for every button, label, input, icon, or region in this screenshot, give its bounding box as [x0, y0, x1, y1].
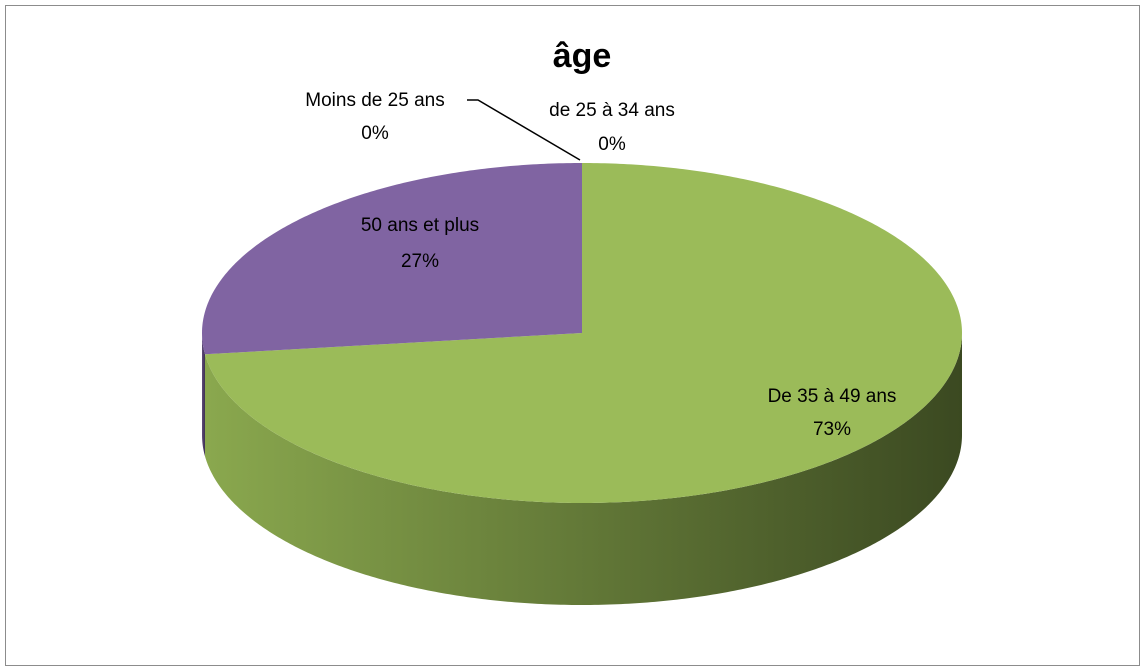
- slice-label: 50 ans et plus: [361, 215, 479, 236]
- pie-slice: [202, 163, 582, 355]
- pie-slice-side: [202, 333, 205, 457]
- pie-slice: [204, 163, 962, 503]
- slice-label: Moins de 25 ans: [305, 90, 444, 111]
- slice-label: de 25 à 34 ans: [549, 100, 675, 121]
- pie-slice-side: [204, 333, 963, 605]
- leader-line: [467, 99, 581, 161]
- slice-value-label: 27%: [401, 251, 439, 272]
- slice-label: De 35 à 49 ans: [768, 386, 897, 407]
- slice-value-label: 0%: [598, 134, 626, 155]
- chart-title: âge: [553, 37, 612, 75]
- slice-value-label: 0%: [361, 123, 389, 144]
- slice-value-label: 73%: [813, 419, 851, 440]
